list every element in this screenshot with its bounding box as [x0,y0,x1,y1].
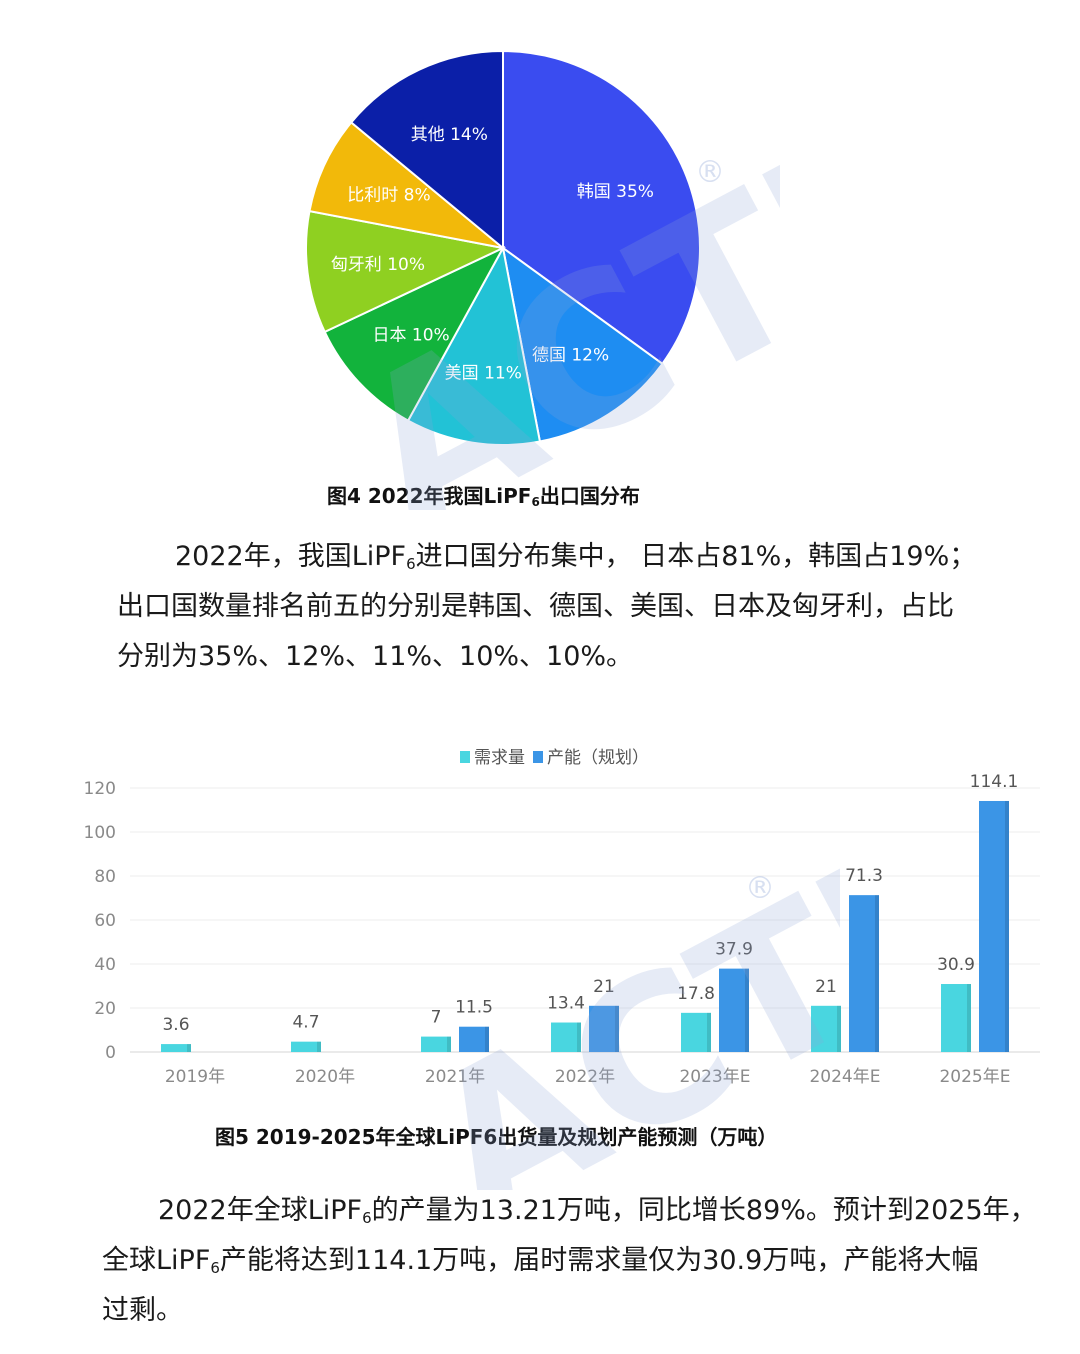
figure5-caption: 图5 2019-2025年全球LiPF6出货量及规划产能预测（万吨） [215,1125,778,1149]
y-tick-label-3: 60 [94,911,116,931]
legend-label-0: 需求量 [474,748,525,768]
y-tick-label-4: 80 [94,867,116,887]
pie-slice-5 [308,121,504,249]
bar-shade-0-2 [447,1036,451,1052]
pie-slice-1 [501,245,664,443]
legend-swatch-0 [460,751,470,763]
pie-slice-label-0: 韩国 35% [577,182,654,202]
bar-value-label-0-6: 30.9 [937,955,975,975]
bar-0-2 [421,1036,451,1052]
bar-value-label-1-4: 37.9 [715,940,753,960]
pie-slice-label-4: 匈牙利 10% [331,255,425,275]
bar-1-5 [849,895,879,1052]
bar-value-label-1-5: 71.3 [845,866,883,886]
y-tick-label-2: 40 [94,955,116,975]
bar-shade-0-1 [317,1041,321,1052]
bar-0-5 [811,1005,841,1052]
bar-1-4 [719,968,749,1052]
bar-0-1 [291,1041,321,1052]
pie-slice-3 [323,245,506,422]
x-tick-label-0: 2019年 [165,1067,225,1087]
y-tick-label-0: 0 [105,1043,116,1063]
paragraph2-line1: 2022年全球LiPF6的产量为13.21万吨，同比增长89%。预计到2025年… [158,1195,1037,1227]
bar-value-label-0-0: 3.6 [162,1015,189,1035]
legend-swatch-1 [533,751,543,763]
pie-slice-2 [406,245,542,446]
y-tick-label-6: 120 [84,779,116,799]
bar-1-6 [979,800,1009,1052]
paragraph1-line1: 2022年，我国LiPF6进口国分布集中， 日本占81%，韩国占19%； [175,541,977,573]
x-tick-label-6: 2025年E [939,1067,1010,1087]
bar-shade-1-2 [485,1026,489,1052]
pie-slice-4 [305,209,507,334]
bar-0-3 [551,1022,581,1052]
paragraph1-line3: 分别为35%、12%、11%、10%、10%。 [117,641,634,672]
bar-shade-0-4 [707,1012,711,1052]
pie-slice-label-5: 比利时 8% [347,185,430,205]
x-tick-label-2: 2021年 [425,1067,485,1087]
bar-value-label-1-2: 11.5 [455,998,493,1018]
pie-slice-label-6: 其他 14% [411,125,488,145]
x-tick-label-1: 2020年 [295,1067,355,1087]
x-tick-label-4: 2023年E [679,1067,750,1087]
bar-shade-0-3 [577,1022,581,1052]
bar-value-label-1-3: 21 [593,977,615,997]
bar-value-label-1-6: 114.1 [970,772,1019,792]
pie-slice-label-3: 日本 10% [372,325,449,345]
y-tick-label-1: 20 [94,999,116,1019]
y-tick-label-5: 100 [84,823,116,843]
bar-shade-0-0 [187,1044,191,1052]
bar-1-3 [589,1005,619,1052]
bar-value-label-0-3: 13.4 [547,994,585,1014]
bar-shade-1-3 [615,1005,619,1052]
bar-shade-1-6 [1005,800,1009,1052]
x-tick-label-5: 2024年E [809,1067,880,1087]
legend-label-1: 产能（规划） [547,748,649,768]
bar-shade-1-4 [745,968,749,1052]
bar-value-label-0-1: 4.7 [292,1013,319,1033]
paragraph1-line2: 出口国数量排名前五的分别是韩国、德国、美国、日本及匈牙利，占比 [117,591,954,622]
bar-shade-0-6 [967,984,971,1052]
bar-0-0 [161,1044,191,1052]
paragraph2-line2: 全球LiPF6产能将达到114.1万吨，届时需求量仅为30.9万吨，产能将大幅 [102,1245,979,1277]
lipf6-capacity-bar-chart: 需求量 产能（规划） 0 20 40 60 80 100 120 2019年 3.6 2020年 4.7… [84,748,1040,1087]
bar-value-label-0-2: 7 [431,1008,442,1028]
bar-shade-0-5 [837,1005,841,1052]
x-tick-label-3: 2022年 [555,1067,615,1087]
paragraph2-line3: 过剩。 [102,1295,183,1326]
bar-value-label-0-4: 17.8 [677,984,715,1004]
figure4-caption: 图4 2022年我国LiPF6出口国分布 [327,484,640,509]
bar-0-4 [681,1012,711,1052]
pie-slice-label-1: 德国 12% [532,345,609,365]
bar-value-label-0-5: 21 [815,977,837,997]
bar-1-2 [459,1026,489,1052]
pie-slice-label-2: 美国 11% [445,364,522,384]
pie-slice-0 [502,49,701,366]
bar-0-6 [941,984,971,1052]
pie-slice-6 [349,49,504,251]
export-pie-chart: 韩国 35% 德国 12% 美国 11% 日本 10% 匈牙利 10% 比利时 8% 其他 … [305,49,701,446]
bar-shade-1-5 [875,895,879,1052]
